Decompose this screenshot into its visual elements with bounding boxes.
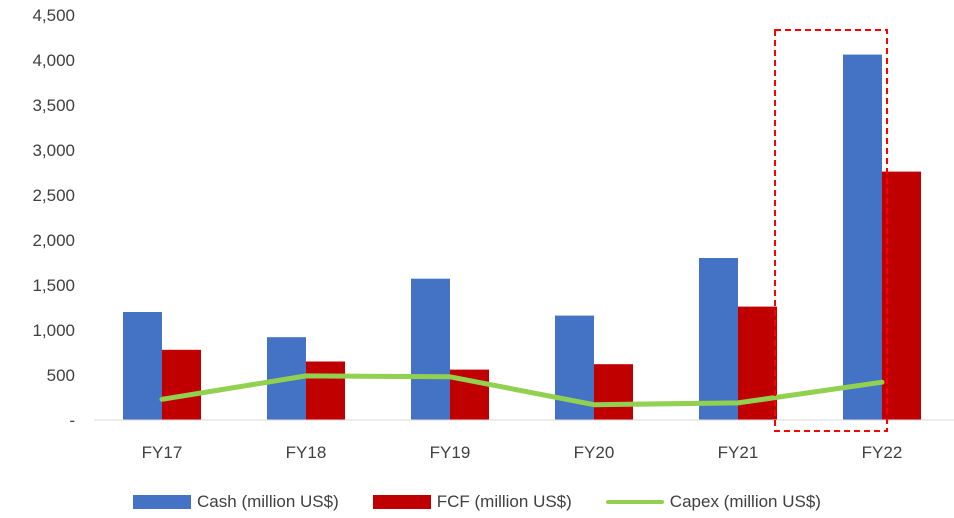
fcf-bar-fy22 <box>882 171 921 420</box>
fcf-bar-fy20 <box>594 364 633 420</box>
cash-bar-fy22 <box>843 54 882 420</box>
x-tick-label: FY19 <box>430 443 471 462</box>
legend-item-cash: Cash (million US$) <box>133 492 339 512</box>
legend: Cash (million US$) FCF (million US$) Cap… <box>0 487 954 517</box>
y-tick-label: 500 <box>47 366 75 385</box>
fcf-bar-fy17 <box>162 349 201 420</box>
legend-label-cash: Cash (million US$) <box>197 492 339 511</box>
y-tick-label: - <box>69 411 75 430</box>
capex-line-group <box>159 373 885 408</box>
legend-swatch-fcf <box>372 495 431 509</box>
legend-swatch-capex <box>605 500 664 504</box>
y-tick-label: 2,500 <box>32 186 75 205</box>
x-axis-ticks: FY17 FY18 FY19 FY20 FY21 FY22 <box>142 443 903 462</box>
y-tick-label: 4,500 <box>32 6 75 25</box>
x-tick-label: FY20 <box>574 443 615 462</box>
y-tick-label: 4,000 <box>32 51 75 70</box>
legend-item-fcf: FCF (million US$) <box>372 492 572 512</box>
y-tick-label: 1,500 <box>32 276 75 295</box>
x-tick-label: FY18 <box>286 443 327 462</box>
cash-bar-fy21 <box>699 258 738 420</box>
capex-line <box>159 373 885 408</box>
bars <box>123 54 921 420</box>
highlight-box <box>774 29 888 432</box>
x-tick-label: FY21 <box>718 443 759 462</box>
y-axis-ticks: - 500 1,000 1,500 2,000 2,500 3,000 3,500 4,000 4… <box>32 6 75 430</box>
legend-item-capex: Capex (million US$) <box>605 492 821 512</box>
cash-bar-fy17 <box>123 312 162 420</box>
x-tick-label: FY22 <box>862 443 903 462</box>
legend-label-fcf: FCF (million US$) <box>436 492 572 511</box>
fcf-bar-fy18 <box>306 361 345 420</box>
y-tick-label: 2,000 <box>32 231 75 250</box>
y-tick-label: 3,500 <box>32 96 75 115</box>
legend-swatch-cash <box>133 495 192 509</box>
highlight-group <box>774 29 888 432</box>
y-tick-label: 3,000 <box>32 141 75 160</box>
legend-label-capex: Capex (million US$) <box>669 492 821 511</box>
cash-bar-fy19 <box>411 278 450 420</box>
x-tick-label: FY17 <box>142 443 183 462</box>
y-tick-label: 1,000 <box>32 321 75 340</box>
